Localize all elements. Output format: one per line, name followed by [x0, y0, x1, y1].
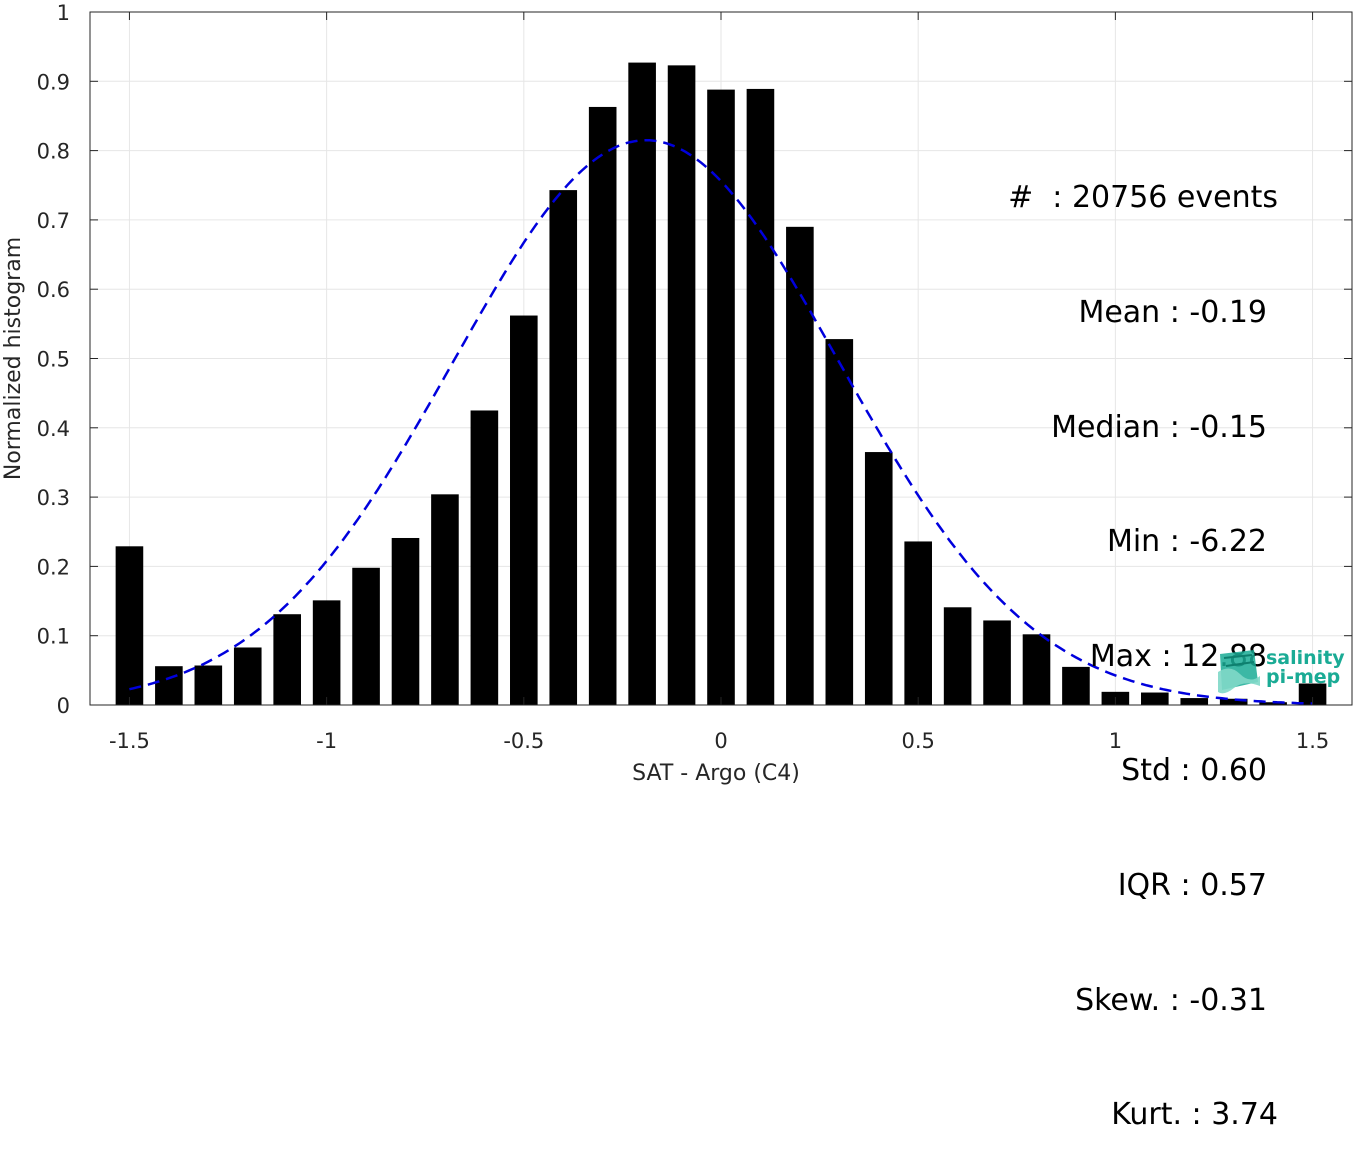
x-tick-label: 1 — [1109, 729, 1122, 753]
x-tick-label: -1 — [316, 729, 337, 753]
histogram-bar — [667, 65, 696, 705]
x-tick-label: 0 — [714, 729, 727, 753]
logo-line-1: salinity — [1266, 647, 1345, 669]
y-axis-label: Normalized histogram — [1, 237, 26, 480]
x-tick-label: 0.5 — [901, 729, 934, 753]
histogram-bar — [273, 614, 301, 705]
stat-iqr: IQR : 0.57 — [1117, 867, 1267, 903]
histogram-bar — [194, 665, 223, 705]
stat-kurt: Kurt. : 3.74 — [1111, 1097, 1278, 1133]
stat-median: Median : -0.15 — [1051, 409, 1267, 445]
histogram-bar — [786, 226, 814, 705]
x-tick-label: 1.5 — [1296, 729, 1329, 753]
histogram-bar — [943, 607, 972, 705]
histogram-bar — [864, 452, 893, 705]
y-tick-label: 0.6 — [37, 278, 70, 302]
y-tick-label: 0.1 — [37, 625, 70, 649]
histogram-bar — [1298, 683, 1327, 705]
stat-events: # : 20756 events — [1008, 180, 1278, 216]
histogram-bar — [1259, 702, 1287, 705]
histogram-bar — [431, 494, 459, 705]
x-tick-label: -0.5 — [503, 729, 544, 753]
histogram-bar — [1141, 692, 1169, 705]
x-axis-ticks: -1.5 -1 -0.5 0 0.5 1 1.5 — [109, 12, 1329, 753]
y-tick-label: 0.5 — [37, 348, 70, 372]
x-tick-label: -1.5 — [109, 729, 150, 753]
y-tick-label: 0.4 — [37, 417, 70, 441]
gaussian-fit-curve — [129, 138, 1313, 705]
histogram-bar — [391, 537, 420, 705]
y-tick-label: 0.3 — [37, 486, 70, 510]
y-tick-label: 0.8 — [37, 140, 70, 164]
histogram-bar — [470, 410, 499, 705]
histogram-bar — [1219, 698, 1248, 705]
histogram-bar — [707, 89, 735, 706]
stat-skew: Skew. : -0.31 — [1075, 982, 1267, 1018]
y-tick-label: 0.2 — [37, 555, 70, 579]
histogram-bar — [115, 546, 144, 705]
histogram-bar — [352, 567, 380, 705]
histogram-bar — [825, 339, 854, 705]
histogram-bar — [628, 62, 656, 706]
histogram-chart: -1.5 -1 -0.5 0 0.5 1 1.5 0 0.1 0.2 0.3 0.4 0.5 0.6 0.… — [1, 1, 1353, 786]
histogram-bar — [588, 106, 617, 706]
y-tick-label: 0.7 — [37, 209, 70, 233]
histogram-bar — [746, 88, 775, 706]
stat-mean: Mean : -0.19 — [1078, 295, 1267, 330]
logo-line-2: pi-mep — [1266, 666, 1341, 688]
histogram-bar — [1022, 634, 1051, 705]
y-axis-ticks: 0 0.1 0.2 0.3 0.4 0.5 0.6 0.7 0.8 0.9 1 — [37, 1, 1352, 718]
statistics-box: # : 20756 events Mean : -0.19 Median : -… — [900, 103, 1278, 1173]
x-axis-label: SAT - Argo (C4) — [632, 761, 800, 786]
y-tick-label: 0.9 — [37, 70, 70, 94]
histogram-bar — [904, 541, 932, 705]
pimep-logo-icon — [1218, 650, 1260, 694]
histogram-bars — [115, 62, 1327, 706]
y-tick-label: 0 — [57, 694, 70, 718]
histogram-bar — [549, 190, 578, 705]
y-tick-label: 1 — [57, 1, 70, 25]
histogram-bar — [983, 620, 1011, 705]
histogram-bar — [155, 666, 183, 705]
histogram-bar — [233, 647, 262, 705]
stat-std: Std : 0.60 — [1121, 753, 1267, 789]
histogram-bar — [510, 315, 538, 705]
stat-min: Min : -6.22 — [1106, 524, 1267, 560]
histogram-bar — [1062, 666, 1090, 705]
logo-text: salinity pi-mep — [1266, 649, 1345, 687]
histogram-bar — [1180, 698, 1209, 705]
histogram-bar — [312, 600, 341, 705]
salinity-pimep-logo: salinity pi-mep — [1214, 646, 1345, 694]
